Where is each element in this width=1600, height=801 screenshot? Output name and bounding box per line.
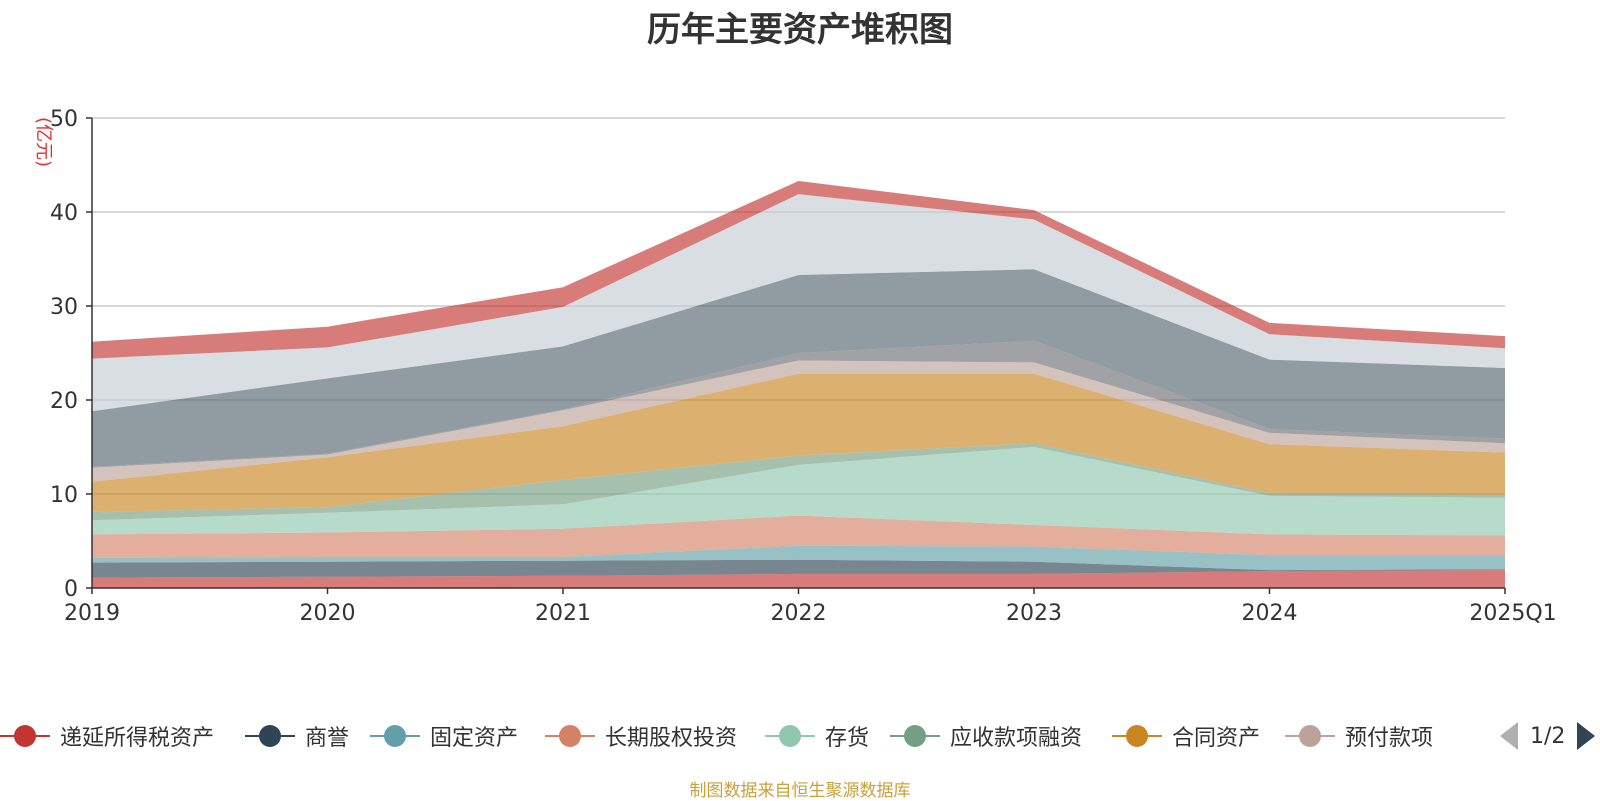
- legend-label: 长期股权投资: [605, 726, 738, 751]
- chart-title: 历年主要资产堆积图: [647, 10, 953, 50]
- legend-marker-icon: [1285, 718, 1335, 754]
- y-tick-label: 20: [50, 389, 78, 414]
- x-tick-label: 2020: [300, 601, 356, 626]
- legend: 递延所得税资产 商誉 固定资产 长期股权投资 存货 应收款项融资 合同资产 预付款项: [0, 718, 1600, 754]
- legend-item[interactable]: 预付款项: [1285, 718, 1433, 754]
- legend-marker-icon: [370, 718, 420, 754]
- legend-item[interactable]: 应收款项融资: [890, 718, 1082, 754]
- x-tick-label: 2024: [1242, 601, 1298, 626]
- legend-label: 预付款项: [1345, 726, 1434, 751]
- legend-label: 应收款项融资: [950, 726, 1083, 751]
- legend-item[interactable]: 合同资产: [1112, 718, 1260, 754]
- legend-marker-icon: [765, 718, 815, 754]
- area-series-1: [92, 570, 1505, 588]
- y-tick-label: 0: [64, 577, 78, 602]
- legend-marker-icon: [890, 718, 940, 754]
- legend-marker-icon: [0, 718, 50, 754]
- x-tick-label: 2021: [535, 601, 591, 626]
- y-tick-label: 40: [50, 201, 78, 226]
- legend-item[interactable]: 长期股权投资: [545, 718, 737, 754]
- x-tick-label: 2023: [1006, 601, 1062, 626]
- y-tick-label: 30: [50, 295, 78, 320]
- area-series-3: [92, 545, 1505, 571]
- x-tick-label: 2022: [771, 601, 827, 626]
- legend-label: 商誉: [305, 726, 350, 751]
- legend-item[interactable]: 固定资产: [370, 718, 518, 754]
- legend-pager: 1/2: [1500, 718, 1596, 754]
- axes: 0 10 20 30 40 50 2019 2020 2021 2022 2023 2024 2025Q…: [50, 107, 1557, 626]
- legend-label: 存货: [825, 726, 870, 751]
- area-series-2: [92, 559, 1505, 578]
- area-series-7: [92, 373, 1505, 512]
- area-series-8: [92, 360, 1505, 482]
- legend-label: 递延所得税资产: [60, 726, 215, 751]
- y-tick-label: 50: [50, 107, 78, 132]
- legend-marker-icon: [245, 718, 295, 754]
- legend-marker-icon: [1112, 718, 1162, 754]
- legend-page-indicator: 1/2: [1530, 723, 1566, 749]
- area-series-4: [92, 515, 1505, 558]
- x-tick-label: 2025Q1: [1469, 601, 1556, 626]
- y-tick-label: 10: [50, 483, 78, 508]
- area-series: [92, 181, 1505, 588]
- legend-marker-icon: [545, 718, 595, 754]
- legend-next-page-icon[interactable]: [1577, 722, 1596, 750]
- legend-item[interactable]: 递延所得税资产: [0, 718, 214, 754]
- legend-item[interactable]: 存货: [765, 718, 869, 754]
- y-axis-unit: (亿元): [33, 117, 54, 167]
- area-series-12: [92, 181, 1505, 359]
- legend-item[interactable]: 商誉: [245, 718, 349, 754]
- source-note: 制图数据来自恒生聚源数据库: [689, 781, 911, 801]
- legend-label: 合同资产: [1172, 726, 1261, 751]
- area-series-5: [92, 447, 1505, 536]
- area-series-6: [92, 443, 1505, 521]
- x-tick-label: 2019: [64, 601, 120, 626]
- area-series-10: [92, 269, 1505, 467]
- legend-prev-page-icon[interactable]: [1500, 722, 1518, 750]
- area-series-11: [92, 194, 1505, 412]
- legend-label: 固定资产: [430, 726, 519, 751]
